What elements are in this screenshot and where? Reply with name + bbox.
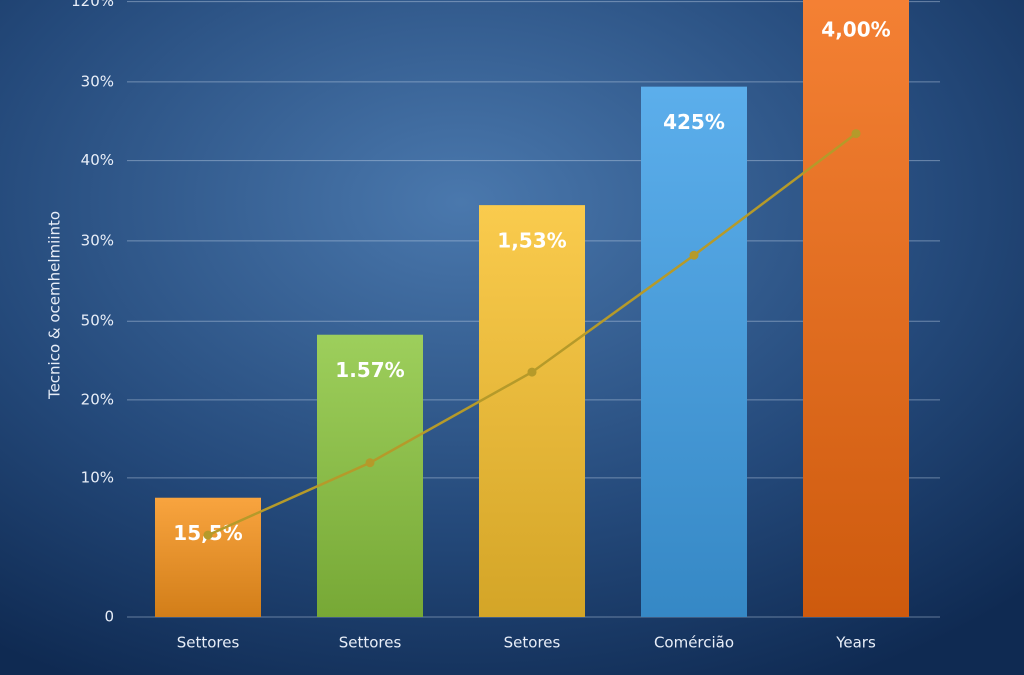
bar-shade <box>641 86 747 617</box>
y-tick-label: 120% <box>71 0 114 10</box>
line-marker <box>527 367 537 377</box>
bar-shade <box>803 0 909 617</box>
x-tick-label: Setores <box>504 634 561 652</box>
line-marker <box>689 250 699 260</box>
x-tick-label: Settores <box>339 634 402 652</box>
y-tick-label: 10% <box>81 468 114 486</box>
bar-shade <box>317 334 423 617</box>
x-tick-label: Settores <box>177 634 240 652</box>
line-marker <box>365 458 375 468</box>
y-axis-label: Tecnico & ocemhelmiinto <box>46 211 64 400</box>
bar-shade <box>479 205 585 617</box>
value-label: 425% <box>663 110 725 134</box>
y-tick-label: 30% <box>81 231 114 249</box>
value-label: 4,00% <box>821 18 890 42</box>
value-label: 1.57% <box>335 358 404 382</box>
y-tick-label: 30% <box>81 72 114 90</box>
x-tick-label: Years <box>835 634 876 652</box>
y-tick-label: 40% <box>81 151 114 169</box>
x-tick-label: Comércião <box>654 634 734 652</box>
value-label: 1,53% <box>497 229 566 253</box>
y-tick-label: 20% <box>81 390 114 408</box>
bar-shade <box>155 497 261 617</box>
line-marker <box>203 530 213 540</box>
y-tick-label: 50% <box>81 312 114 330</box>
line-marker <box>851 129 861 139</box>
y-tick-label: 0 <box>104 608 114 626</box>
